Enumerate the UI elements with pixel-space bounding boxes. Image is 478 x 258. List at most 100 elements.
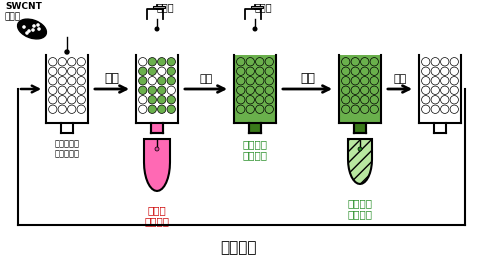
Circle shape <box>58 77 66 85</box>
Polygon shape <box>151 123 163 133</box>
Circle shape <box>77 105 86 114</box>
Polygon shape <box>251 6 263 8</box>
Circle shape <box>342 58 350 66</box>
Circle shape <box>360 67 369 75</box>
Circle shape <box>77 77 86 85</box>
Circle shape <box>158 105 166 114</box>
Circle shape <box>441 58 449 66</box>
Circle shape <box>37 27 41 31</box>
Circle shape <box>256 86 264 94</box>
Circle shape <box>360 77 369 85</box>
Circle shape <box>422 67 430 75</box>
Circle shape <box>265 86 273 94</box>
Circle shape <box>58 67 66 75</box>
Circle shape <box>450 77 458 85</box>
Circle shape <box>246 67 254 75</box>
Circle shape <box>139 77 147 85</box>
Circle shape <box>158 58 166 66</box>
Circle shape <box>237 77 245 85</box>
Circle shape <box>422 86 430 94</box>
Circle shape <box>77 67 86 75</box>
Text: 洗浄: 洗浄 <box>199 74 213 84</box>
Circle shape <box>139 95 147 104</box>
Polygon shape <box>46 55 88 123</box>
Circle shape <box>148 58 156 66</box>
Circle shape <box>27 29 31 33</box>
Circle shape <box>441 77 449 85</box>
Polygon shape <box>144 139 170 191</box>
Circle shape <box>167 77 175 85</box>
Circle shape <box>49 77 57 85</box>
Circle shape <box>351 105 359 114</box>
Circle shape <box>148 105 156 114</box>
Polygon shape <box>419 55 461 123</box>
Circle shape <box>351 86 359 94</box>
Circle shape <box>148 77 156 85</box>
Circle shape <box>139 67 147 75</box>
Circle shape <box>67 77 76 85</box>
Circle shape <box>441 95 449 104</box>
Circle shape <box>431 95 439 104</box>
Circle shape <box>158 95 166 104</box>
Circle shape <box>167 95 175 104</box>
Circle shape <box>431 77 439 85</box>
Circle shape <box>256 58 264 66</box>
Circle shape <box>77 58 86 66</box>
Circle shape <box>422 58 430 66</box>
Circle shape <box>139 86 147 94</box>
Circle shape <box>237 58 245 66</box>
Circle shape <box>342 77 350 85</box>
Circle shape <box>67 95 76 104</box>
Circle shape <box>351 58 359 66</box>
Circle shape <box>158 67 166 75</box>
Circle shape <box>441 67 449 75</box>
Circle shape <box>58 105 66 114</box>
Circle shape <box>67 58 76 66</box>
Circle shape <box>237 95 245 104</box>
Circle shape <box>167 105 175 114</box>
Circle shape <box>450 67 458 75</box>
Circle shape <box>441 105 449 114</box>
Circle shape <box>246 58 254 66</box>
Circle shape <box>370 86 379 94</box>
Circle shape <box>158 86 166 94</box>
Circle shape <box>58 95 66 104</box>
Circle shape <box>431 105 439 114</box>
Circle shape <box>148 95 156 104</box>
Text: 半導体型
（ゲル）: 半導体型 （ゲル） <box>242 139 268 160</box>
Circle shape <box>158 77 166 85</box>
Circle shape <box>65 50 69 54</box>
Circle shape <box>265 58 273 66</box>
Circle shape <box>237 105 245 114</box>
Polygon shape <box>234 55 276 123</box>
Circle shape <box>139 58 147 66</box>
Circle shape <box>431 58 439 66</box>
Circle shape <box>77 95 86 104</box>
Text: 再平衡化: 再平衡化 <box>221 240 257 255</box>
Ellipse shape <box>18 19 46 39</box>
Text: 金属型
（溶液）: 金属型 （溶液） <box>144 205 170 227</box>
Text: 溶出液: 溶出液 <box>254 2 272 12</box>
Circle shape <box>167 58 175 66</box>
Circle shape <box>370 105 379 114</box>
Circle shape <box>265 67 273 75</box>
Circle shape <box>450 86 458 94</box>
Circle shape <box>155 27 159 31</box>
Circle shape <box>265 105 273 114</box>
Circle shape <box>370 77 379 85</box>
Polygon shape <box>136 55 178 123</box>
Circle shape <box>67 86 76 94</box>
Circle shape <box>49 105 57 114</box>
Circle shape <box>58 86 66 94</box>
Text: ゲルを充填
したカラム: ゲルを充填 したカラム <box>54 139 79 158</box>
Circle shape <box>246 86 254 94</box>
Circle shape <box>167 86 175 94</box>
Circle shape <box>360 86 369 94</box>
Circle shape <box>358 147 362 151</box>
Circle shape <box>148 67 156 75</box>
Circle shape <box>246 77 254 85</box>
Circle shape <box>246 95 254 104</box>
Circle shape <box>342 86 350 94</box>
Circle shape <box>22 25 26 29</box>
Circle shape <box>237 86 245 94</box>
